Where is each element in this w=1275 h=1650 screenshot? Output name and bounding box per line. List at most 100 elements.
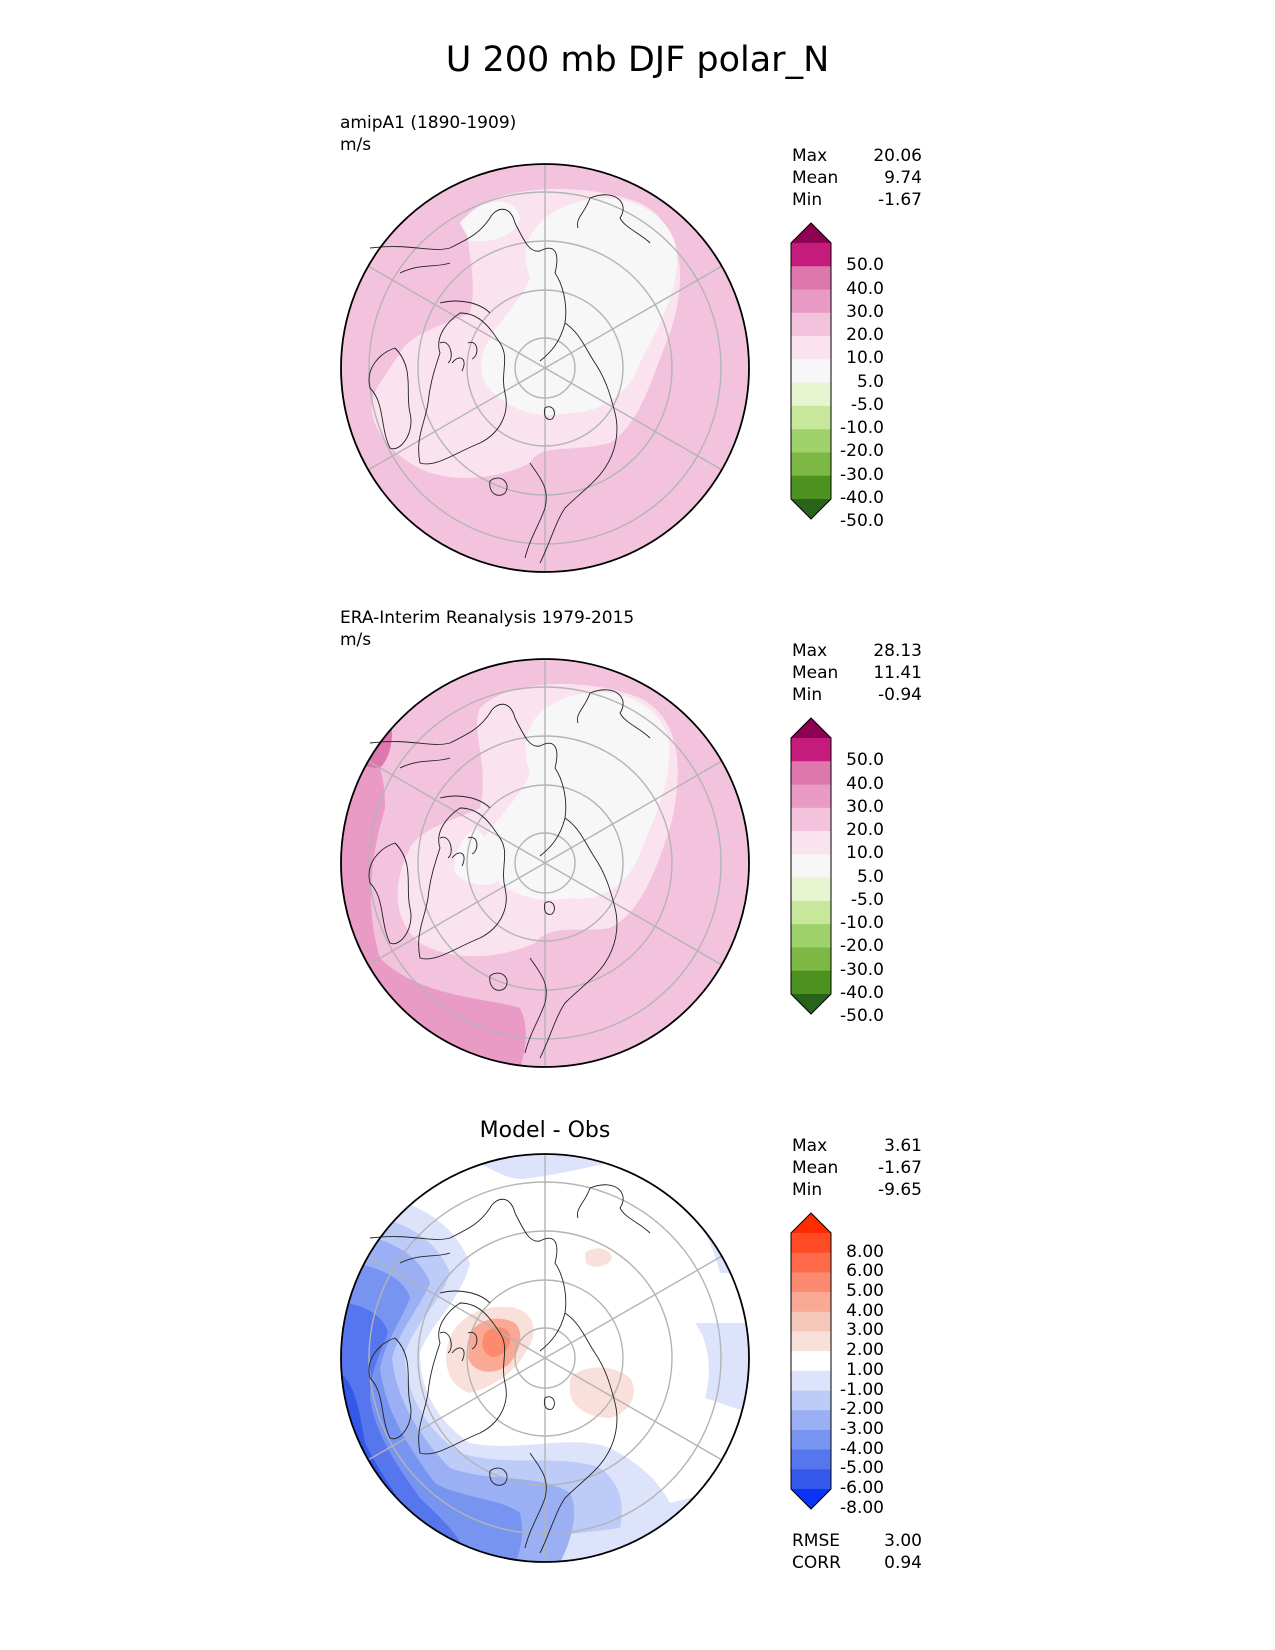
colorbar-tick-label: -30.0	[840, 959, 884, 980]
colorbar-tick-label: 10.0	[846, 348, 884, 369]
colorbar-tick-label: 5.0	[856, 866, 884, 887]
colorbar-swatch	[791, 429, 831, 453]
graticule	[367, 659, 723, 1067]
colorbar-tick-label: -3.00	[840, 1418, 884, 1439]
colorbar-tick-label: -5.0	[850, 394, 884, 415]
colorbar-model	[790, 222, 832, 520]
colorbar-swatch	[791, 924, 831, 948]
colorbar-tick-label: -8.00	[840, 1497, 884, 1518]
colorbar-tick-label: -20.0	[840, 936, 884, 957]
colorbar-tick-label: 6.00	[846, 1261, 884, 1282]
colorbar-tick-label: -1.00	[840, 1379, 884, 1400]
colorbar-tick-label: 20.0	[846, 325, 884, 346]
colorbar-swatch	[791, 831, 831, 855]
model-name: amipA1 (1890-1909)	[340, 113, 517, 133]
colorbar-tick-label: -40.0	[840, 983, 884, 1003]
colorbar-swatch	[791, 1331, 831, 1352]
stats-row: Min -1.67	[792, 190, 922, 210]
colorbar-swatch	[791, 1449, 831, 1470]
colorbar-swatch	[791, 336, 831, 360]
units-label: m/s	[340, 630, 372, 650]
colorbar-swatch	[791, 475, 831, 500]
colorbar-swatch	[791, 1351, 831, 1372]
colorbar-tick-label: -10.0	[840, 418, 884, 439]
colorbar-tick-label: -30.0	[840, 464, 884, 485]
colorbar-tick-label: -6.00	[840, 1478, 884, 1498]
colorbar-tick-label: 2.00	[846, 1340, 884, 1361]
colorbar-swatch	[791, 1292, 831, 1313]
units-label: m/s	[340, 135, 372, 155]
stats-row: Mean 11.41	[792, 663, 922, 683]
colorbar-swatch	[791, 1469, 831, 1490]
stats-row: Max 20.06	[792, 146, 922, 166]
colorbar-tick-label: 5.00	[846, 1281, 884, 1302]
panel-title-diff: Model - Obs	[479, 1118, 611, 1143]
colorbar-swatch	[791, 1272, 831, 1293]
coastlines	[368, 689, 651, 1059]
coastlines	[368, 194, 651, 564]
panel-title-model: amipA1 (1890-1909) m/s	[340, 112, 516, 156]
colorbar-tick-label: -20.0	[840, 441, 884, 462]
stats-row: Min -9.65	[792, 1180, 922, 1200]
colorbar-swatch	[791, 266, 831, 291]
colorbar-tick-label: -5.00	[840, 1458, 884, 1479]
stats-row: Min -0.94	[792, 685, 922, 705]
colorbar-outline	[790, 1212, 832, 1510]
colorbar-outline	[790, 717, 832, 1015]
coastlines	[368, 1184, 651, 1554]
colorbar-tick-label: -40.0	[840, 488, 884, 508]
colorbar-swatch	[791, 1410, 831, 1431]
colorbar-swatch	[791, 947, 831, 972]
stats-row: Max 3.61	[792, 1136, 922, 1156]
colorbar-swatch	[791, 382, 831, 407]
colorbar-swatch	[791, 243, 831, 267]
colorbar-swatch	[791, 854, 831, 879]
colorbar-tick-label: 50.0	[846, 255, 884, 276]
colorbar-tick-label: 50.0	[846, 750, 884, 771]
stats-row: Max 28.13	[792, 641, 922, 661]
graticule	[367, 164, 723, 572]
colorbar-swatch	[791, 1390, 831, 1411]
obs-name: ERA-Interim Reanalysis 1979-2015	[340, 608, 635, 628]
colorbar-tick-label: 20.0	[846, 820, 884, 841]
stats-diff: Max 3.61 Mean -1.67 Min -9.65	[792, 1135, 922, 1201]
stats-obs: Max 28.13 Mean 11.41 Min -0.94	[792, 640, 922, 706]
metrics-row: CORR 0.94	[792, 1553, 922, 1573]
polar-map-obs	[340, 658, 750, 1068]
colorbar-ticks-diff: 8.00 6.00 5.00 4.00 3.00 2.00 1.00 -1.00 -2.00 -3…	[836, 1213, 916, 1516]
colorbar-swatch	[791, 738, 831, 762]
polar-map-model	[340, 163, 750, 573]
colorbar-extend-min	[791, 1489, 831, 1509]
polar-map-diff	[340, 1153, 750, 1563]
colorbar-tick-label: 40.0	[846, 278, 884, 299]
colorbar-extend-max	[791, 223, 831, 243]
colorbar-tick-label: -10.0	[840, 913, 884, 934]
colorbar-tick-label: -4.00	[840, 1438, 884, 1459]
colorbar-tick-label: 8.00	[846, 1241, 884, 1262]
colorbar-swatch	[791, 405, 831, 430]
colorbar-swatch	[791, 312, 831, 337]
panel-title-obs: ERA-Interim Reanalysis 1979-2015 m/s	[340, 607, 634, 651]
colorbar-ticks-model: 50.0 40.0 30.0 20.0 10.0 5.0 -5.0 -10.0 -20.0 -30…	[836, 223, 916, 530]
colorbar-swatch	[791, 807, 831, 832]
colorbar-tick-label: 1.00	[846, 1359, 884, 1380]
colorbar-obs	[790, 717, 832, 1015]
colorbar-tick-label: -50.0	[840, 1006, 884, 1027]
colorbar-swatch	[791, 359, 831, 384]
colorbar-swatch	[791, 452, 831, 477]
colorbar-extend-max	[791, 1213, 831, 1233]
colorbar-swatch	[791, 1370, 831, 1392]
colorbar-tick-label: -50.0	[840, 511, 884, 532]
colorbar-tick-label: 5.0	[856, 371, 884, 392]
figure-title: U 200 mb DJF polar_N	[445, 40, 830, 80]
colorbar-swatch	[791, 761, 831, 786]
colorbar-tick-label: 10.0	[846, 843, 884, 864]
colorbar-tick-label: 3.00	[846, 1320, 884, 1341]
colorbar-swatch	[791, 289, 831, 314]
metrics-diff: RMSE 3.00 CORR 0.94	[792, 1530, 922, 1574]
colorbar-tick-label: 4.00	[846, 1300, 884, 1321]
metrics-row: RMSE 3.00	[792, 1531, 922, 1551]
colorbar-tick-label: 30.0	[846, 796, 884, 817]
colorbar-swatch	[791, 900, 831, 925]
colorbar-swatch	[791, 1429, 831, 1451]
